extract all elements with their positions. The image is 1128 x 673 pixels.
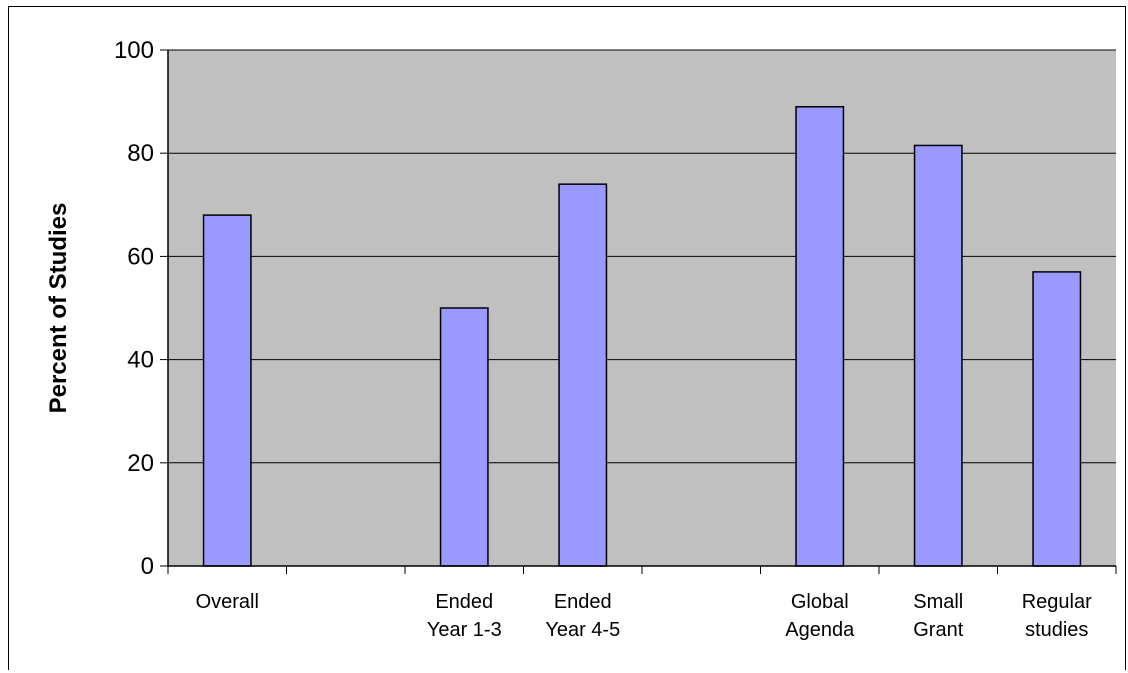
bar: [1033, 272, 1080, 566]
bar: [796, 107, 843, 566]
x-category-label: Ended: [554, 591, 612, 613]
y-tick-label: 20: [127, 450, 154, 477]
x-category-label: Grant: [913, 619, 963, 641]
bar: [441, 308, 488, 566]
y-axis-title: Percent of Studies: [45, 203, 72, 414]
x-category-label: Year 1-3: [427, 619, 502, 641]
x-category-label: studies: [1025, 619, 1088, 641]
y-tick-label: 80: [127, 140, 154, 167]
y-tick-label: 60: [127, 243, 154, 270]
x-category-label: Agenda: [785, 619, 855, 641]
x-category-label: Year 4-5: [545, 619, 620, 641]
x-category-label: Global: [791, 591, 849, 613]
y-tick-label: 0: [141, 553, 154, 580]
bar: [559, 184, 606, 566]
y-tick-label: 100: [114, 37, 154, 64]
x-category-label: Ended: [435, 591, 493, 613]
plot-area: [168, 50, 1116, 566]
bar: [204, 215, 251, 566]
x-category-label: Regular: [1022, 591, 1092, 613]
x-category-label: Overall: [196, 591, 259, 613]
y-tick-label: 40: [127, 347, 154, 374]
bar: [915, 145, 962, 566]
x-category-label: Small: [913, 591, 963, 613]
